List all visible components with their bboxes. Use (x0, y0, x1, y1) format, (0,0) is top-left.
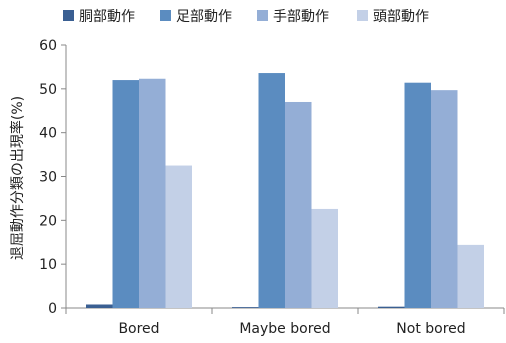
legend-swatch-4 (357, 10, 368, 21)
y-tick-label: 30 (39, 170, 57, 186)
bar-4-maybe-bored (311, 208, 338, 308)
legend-swatch-2 (160, 10, 171, 21)
bar-1-not-bored (378, 306, 405, 308)
legend-label-2: 足部動作 (176, 9, 232, 25)
legend-swatch-1 (63, 10, 74, 21)
bar-3-maybe-bored (285, 101, 312, 308)
x-axis: Bored Maybe bored Not bored (65, 307, 505, 337)
y-axis-title: 退屈動作分類の出現率(%) (9, 96, 26, 260)
bar-1-maybe-bored (232, 307, 259, 308)
y-tick-label: 20 (39, 213, 57, 229)
x-tick-label: Maybe bored (239, 321, 330, 337)
bars (86, 73, 484, 309)
legend-label-4: 頭部動作 (373, 9, 429, 25)
bar-2-bored (112, 80, 139, 308)
x-tick-label: Bored (118, 321, 159, 337)
bar-2-maybe-bored (258, 73, 285, 308)
x-tick-label: Not bored (396, 321, 465, 337)
y-tick-label: 40 (39, 126, 57, 142)
bar-4-bored (165, 165, 192, 308)
bar-2-not-bored (404, 82, 431, 309)
legend-label-1: 胴部動作 (79, 9, 135, 25)
bar-1-bored (86, 304, 113, 308)
bar-4-not-bored (457, 244, 484, 308)
y-axis-title-group: 退屈動作分類の出現率(%) (9, 96, 26, 260)
y-tick-label: 0 (48, 301, 57, 317)
y-tick-label: 50 (39, 82, 57, 98)
bar-3-bored (139, 78, 166, 308)
y-tick-label: 60 (39, 38, 57, 54)
y-axis: 0 10 20 30 40 50 60 (39, 38, 67, 317)
legend-label-3: 手部動作 (273, 9, 329, 25)
legend: 胴部動作 足部動作 手部動作 頭部動作 (63, 9, 429, 25)
y-tick-label: 10 (39, 257, 57, 273)
legend-swatch-3 (257, 10, 268, 21)
bar-3-not-bored (431, 90, 458, 308)
